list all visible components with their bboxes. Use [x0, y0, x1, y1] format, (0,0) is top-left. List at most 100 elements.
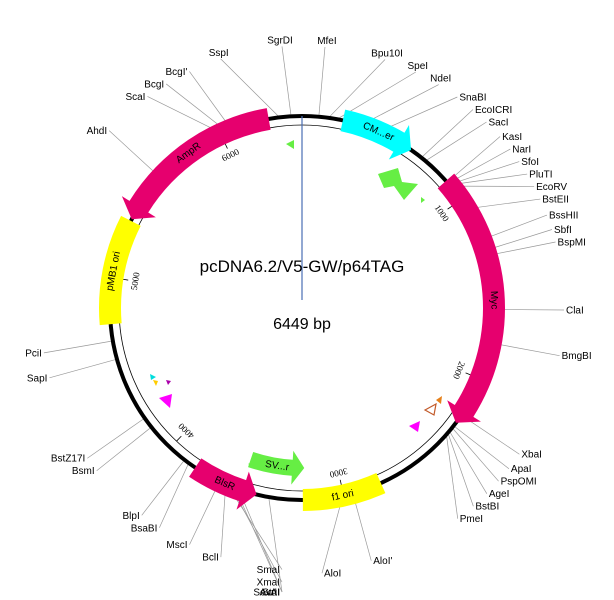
leader-pspomi: [453, 428, 499, 482]
leader-sapi: [49, 359, 116, 379]
site-pspomi: PspOMI: [501, 477, 537, 488]
feature-blsr: [189, 458, 257, 510]
leader-agei: [450, 432, 488, 494]
site-bsshii: BssHII: [549, 211, 578, 222]
plasmid-length: 6449 bp: [273, 316, 331, 333]
site-sexai: SexAI: [253, 588, 280, 599]
leader-avrii: [239, 491, 283, 593]
site-smai: SmaI: [257, 565, 280, 576]
tick-label-4000: 4000: [176, 421, 196, 441]
leader-sgrdi: [281, 46, 292, 115]
tick-label-2000: 2000: [451, 360, 467, 381]
leader-spei: [339, 71, 416, 118]
yellow-marker: [153, 380, 158, 386]
leader-sexai: [268, 499, 283, 593]
leader-pluti: [451, 173, 528, 185]
site-sfoi: SfoI: [521, 157, 539, 168]
leader-ndei: [363, 84, 439, 125]
site-aloi: AloI: [324, 569, 341, 580]
feature-pmb1-ori: [99, 215, 141, 326]
leader-scai: [147, 96, 220, 133]
site-avrii: AvrII: [260, 588, 280, 599]
feature-label-myc: Myc: [488, 291, 500, 310]
leader-mfei: [318, 46, 326, 115]
site-blpi: BlpI: [123, 511, 140, 522]
magenta-marker-right: [409, 421, 420, 432]
leader-bsmi: [96, 428, 151, 472]
leader-bstbi: [448, 434, 474, 507]
leader-aloi: [352, 495, 372, 561]
feature-f1-ori: [302, 473, 386, 511]
leader-bsteii: [468, 198, 541, 209]
leader-sspi: [220, 58, 278, 116]
tick-label-6000: 6000: [220, 146, 241, 163]
site-snabi: SnaBI: [459, 93, 486, 104]
site-bstz17i: BstZ17I: [51, 454, 85, 465]
leader-bsabi: [159, 464, 189, 528]
site-ndei: NdeI: [430, 74, 451, 85]
leader-saci: [427, 121, 487, 161]
site-stui: StuI: [262, 588, 280, 599]
site-aloi: AloI': [373, 556, 392, 567]
green-marker-bottom: [248, 459, 258, 469]
promoter-arrow-marker: [378, 168, 418, 200]
site-pmei: PmeI: [460, 514, 483, 525]
site-pcii: PciI: [25, 348, 42, 359]
site-msci: MscI: [166, 540, 187, 551]
leader-bspmi: [488, 241, 556, 256]
small-green-marker: [421, 197, 425, 203]
feature-label-sv-r: SV...r: [264, 459, 290, 474]
site-bsmi: BsmI: [72, 466, 95, 477]
site-bsteii: BstEII: [542, 195, 569, 206]
site-ecoicri: EcoICRI: [475, 105, 512, 116]
site-ahdi: AhdI: [87, 126, 108, 137]
leader-bstz17i: [87, 418, 144, 459]
site-xmai: XmaI: [257, 578, 280, 589]
leader-bcli: [220, 486, 226, 558]
site-bpu10i: Bpu10I: [371, 49, 403, 60]
site-leader-lines: [43, 46, 564, 593]
leader-clai: [495, 309, 564, 311]
open-triangle-marker: [423, 402, 437, 416]
feature-label-f1-ori: f1 ori: [331, 488, 355, 503]
leader-sbfi: [486, 229, 553, 251]
feature-sv-r: [248, 450, 305, 485]
site-clai: ClaI: [566, 305, 584, 316]
leader-blpi: [141, 461, 184, 516]
leader-pcii: [43, 340, 111, 354]
site-bspmi: BspMI: [558, 238, 586, 249]
leader-xbai: [462, 415, 520, 455]
site-bcli: BclI: [202, 553, 219, 564]
tick-label-3000: 3000: [328, 466, 348, 480]
site-bcgi: BcgI': [165, 67, 187, 78]
feature-cm-er: [340, 109, 412, 160]
leader-aloi: [321, 497, 343, 574]
leader-bcgi: [189, 71, 231, 128]
feature-ampr: [121, 108, 271, 220]
leader-nari: [449, 148, 511, 183]
small-feature-markers: [150, 140, 442, 469]
magenta-marker-left: [159, 394, 172, 408]
leader-ecoicri: [422, 109, 474, 157]
site-bstbi: BstBI: [475, 502, 499, 513]
leader-pmei: [446, 437, 459, 519]
site-bmgbi: BmgBI: [562, 351, 592, 362]
leader-sfoi: [451, 161, 520, 185]
leader-bsshii: [483, 214, 548, 240]
site-bsabi: BsaBI: [131, 523, 158, 534]
orange-marker: [436, 396, 442, 404]
tick-label-1000: 1000: [433, 203, 452, 224]
site-kasi: KasI: [502, 132, 522, 143]
site-bcgi: BcgI: [144, 79, 164, 90]
feature-myc: [437, 173, 505, 423]
site-ecorv: EcoRV: [536, 182, 567, 193]
site-xbai: XbaI: [521, 450, 542, 461]
site-sspi: SspI: [209, 48, 229, 59]
site-saci: SacI: [489, 118, 509, 129]
tick-marks: 1000 2000 3000 4000 5000 6000: [121, 142, 473, 487]
tick-label-5000: 5000: [129, 271, 142, 291]
plasmid-name: pcDNA6.2/V5-GW/p64TAG: [200, 257, 405, 276]
site-pluti: PluTI: [529, 170, 552, 181]
leader-apai: [455, 426, 510, 469]
